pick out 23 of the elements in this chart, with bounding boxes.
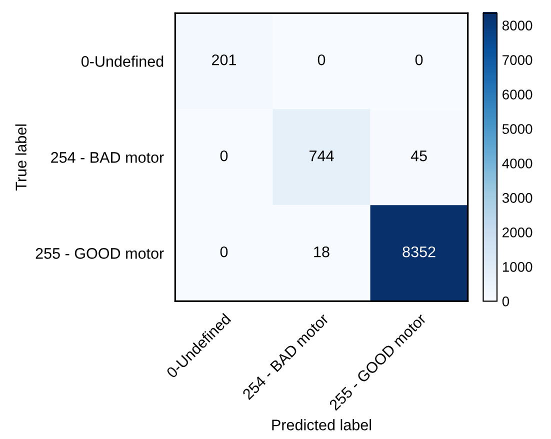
data-label: 0 [415, 54, 423, 66]
color-bar-label: 6000 [502, 90, 532, 100]
data-label: 201 [212, 54, 236, 66]
data-label: 0 [318, 54, 326, 66]
y-tick-label: 0-Undefined [81, 56, 164, 67]
y-axis-title: True label [15, 124, 26, 190]
data-label: 45 [410, 150, 427, 162]
color-bar-label: 1000 [502, 262, 532, 272]
color-bar-label: 3000 [502, 193, 532, 203]
color-bar-label: 5000 [502, 124, 532, 134]
color-bar-label: 4000 [502, 158, 532, 168]
data-label: 0 [220, 150, 228, 162]
y-tick-label: 255 - GOOD motor [36, 248, 164, 259]
y-tick-label: 254 - BAD motor [51, 152, 164, 163]
color-bar-label: 0 [502, 296, 510, 306]
data-label: 18 [314, 246, 330, 258]
color-bar-label: 8000 [502, 20, 532, 30]
data-label: 0 [220, 246, 228, 258]
color-bar-label: 2000 [502, 228, 532, 238]
data-label: 744 [310, 150, 334, 162]
data-label: 8352 [402, 246, 436, 258]
color-bar-label: 7000 [502, 55, 532, 65]
x-axis-title: Predicted label [272, 419, 372, 430]
